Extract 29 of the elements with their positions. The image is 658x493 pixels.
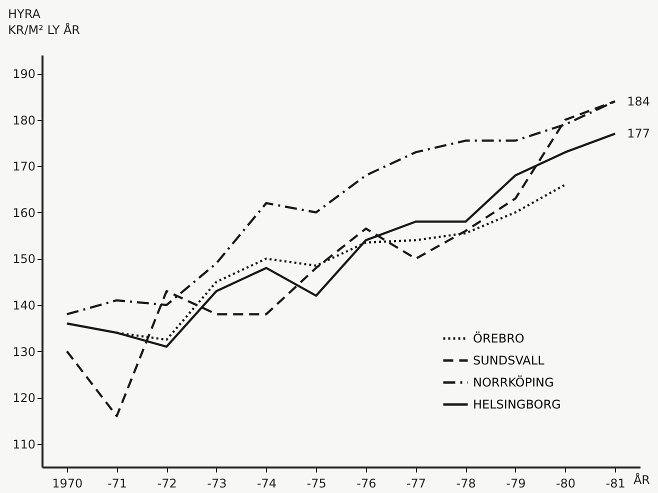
x-tick-label: -72 <box>157 476 177 490</box>
legend-label: ÖREBRO <box>473 332 524 346</box>
x-tick-label: -79 <box>506 476 526 490</box>
x-tick-label: -78 <box>456 476 476 490</box>
x-axis-title: ÅR <box>633 472 650 487</box>
x-tick-label: -80 <box>556 476 576 490</box>
y-tick-label: 110 <box>12 437 36 452</box>
y-tick-label: 190 <box>12 67 36 82</box>
y-tick-label: 160 <box>12 206 36 220</box>
y-tick-label: 120 <box>12 391 36 406</box>
x-tick-label: 1970 <box>52 476 83 490</box>
y-tick-label: 140 <box>12 298 36 312</box>
x-tick-label: -76 <box>356 476 376 490</box>
y-tick-label: 170 <box>12 160 36 174</box>
y-tick-label: 150 <box>12 252 36 266</box>
legend-label: SUNDSVALL <box>473 354 545 368</box>
legend-label: HELSINGBORG <box>473 398 561 412</box>
legend-label: NORRKÖPING <box>473 376 554 390</box>
x-tick-label: -75 <box>306 476 326 490</box>
annotation: 177 <box>627 126 650 141</box>
annotation: 184 <box>627 94 650 108</box>
x-tick-label: -81 <box>606 476 626 490</box>
x-tick-label: -77 <box>406 476 426 490</box>
y-axis-title: HYRA KR/M² LY ÅR <box>8 7 80 37</box>
y-tick-label: 180 <box>12 113 36 128</box>
x-tick-label: -73 <box>207 476 227 490</box>
x-tick-label: -74 <box>256 476 277 490</box>
y-tick-label: 130 <box>12 344 36 359</box>
x-tick-label: -71 <box>107 476 128 490</box>
